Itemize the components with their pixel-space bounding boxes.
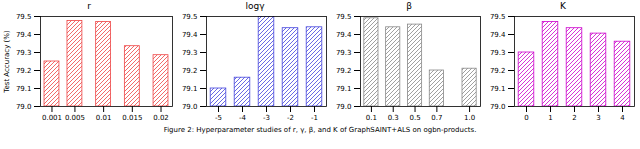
svg-text:0.001: 0.001 — [42, 114, 62, 122]
html-text:r: r — [87, 1, 91, 11]
svg-text:79.1: 79.1 — [16, 85, 32, 93]
svg-text:-5: -5 — [215, 114, 222, 122]
svg-text:79.3: 79.3 — [490, 49, 506, 57]
svg-text:3: 3 — [596, 114, 600, 122]
svg-text:79.4: 79.4 — [16, 31, 32, 39]
svg-text:-4: -4 — [239, 114, 247, 122]
svg-text:79.3: 79.3 — [16, 49, 32, 57]
svg-text:79.0: 79.0 — [182, 103, 198, 111]
svg-text:79.5: 79.5 — [336, 13, 352, 21]
svg-text:0.1: 0.1 — [366, 114, 377, 122]
svg-text:0.02: 0.02 — [153, 114, 169, 122]
html-text:K: K — [560, 1, 566, 11]
svg-text:Test Accuracy (%): Test Accuracy (%) — [3, 30, 11, 94]
svg-text:79.3: 79.3 — [182, 49, 198, 57]
html-text:logγ: logγ — [245, 1, 265, 11]
svg-text:79.4: 79.4 — [490, 31, 506, 39]
svg-text:79.0: 79.0 — [490, 103, 506, 111]
svg-text:79.3: 79.3 — [336, 49, 352, 57]
html-text:Figure 2: Hyperparameter studi: Figure 2: Hyperparameter studies of r, γ… — [163, 126, 477, 134]
html-text:β: β — [406, 1, 412, 11]
svg-text:79.1: 79.1 — [336, 85, 352, 93]
svg-text:-3: -3 — [263, 114, 270, 122]
svg-text:0: 0 — [524, 114, 528, 122]
svg-text:0.015: 0.015 — [122, 114, 142, 122]
svg-text:0.5: 0.5 — [409, 114, 420, 122]
svg-text:79.2: 79.2 — [336, 67, 352, 75]
svg-text:-2: -2 — [287, 114, 294, 122]
svg-text:2: 2 — [572, 114, 576, 122]
svg-text:0.01: 0.01 — [96, 114, 112, 122]
svg-text:4: 4 — [620, 114, 625, 122]
svg-text:79.4: 79.4 — [336, 31, 352, 39]
svg-text:79.1: 79.1 — [182, 85, 198, 93]
svg-text:1.0: 1.0 — [464, 114, 475, 122]
svg-text:0.3: 0.3 — [388, 114, 399, 122]
svg-text:79.1: 79.1 — [490, 85, 506, 93]
svg-text:79.5: 79.5 — [182, 13, 198, 21]
svg-text:-1: -1 — [311, 114, 318, 122]
svg-text:79.2: 79.2 — [16, 67, 32, 75]
svg-text:79.5: 79.5 — [490, 13, 506, 21]
svg-text:1: 1 — [548, 114, 552, 122]
svg-text:79.2: 79.2 — [182, 67, 198, 75]
svg-text:79.2: 79.2 — [490, 67, 506, 75]
svg-text:79.4: 79.4 — [182, 31, 198, 39]
svg-text:0.005: 0.005 — [65, 114, 85, 122]
svg-text:79.5: 79.5 — [16, 13, 32, 21]
svg-text:79.0: 79.0 — [336, 103, 352, 111]
svg-text:79.0: 79.0 — [16, 103, 32, 111]
svg-text:0.7: 0.7 — [431, 114, 442, 122]
